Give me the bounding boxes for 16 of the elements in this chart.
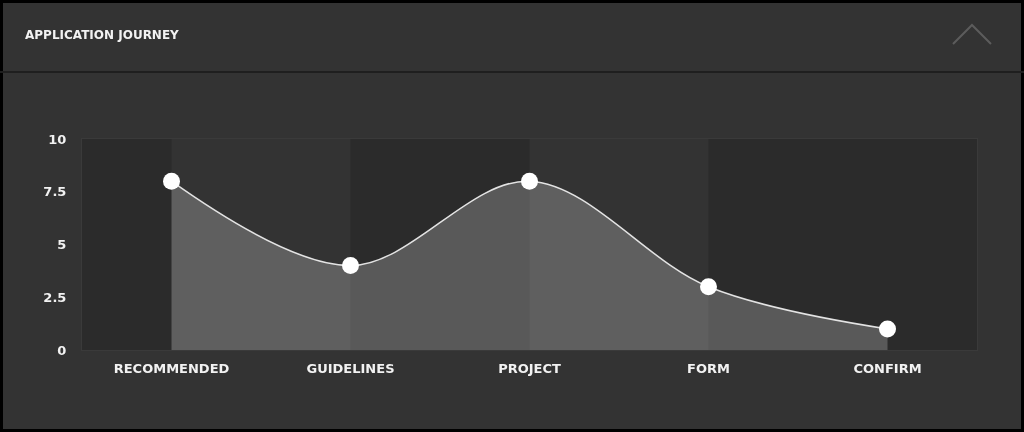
- y-tick-label: 0: [57, 342, 67, 358]
- point: [700, 278, 717, 296]
- x-tick-label: FORM: [687, 360, 730, 376]
- point: [342, 257, 359, 275]
- y-tick-label: 7.5: [43, 184, 67, 200]
- point: [521, 172, 538, 190]
- x-tick-label: RECOMMENDED: [113, 360, 230, 376]
- x-tick-label: CONFIRM: [853, 360, 922, 376]
- y-tick-label: 10: [48, 131, 67, 147]
- point: [879, 320, 896, 338]
- point: [163, 172, 180, 190]
- x-tick-label: GUIDELINES: [306, 360, 395, 376]
- x-tick-label: PROJECT: [498, 360, 561, 376]
- y-tick-label: 5: [57, 237, 67, 253]
- y-tick-label: 2.5: [43, 289, 67, 305]
- chart-title: APPLICATION JOURNEY: [25, 28, 180, 43]
